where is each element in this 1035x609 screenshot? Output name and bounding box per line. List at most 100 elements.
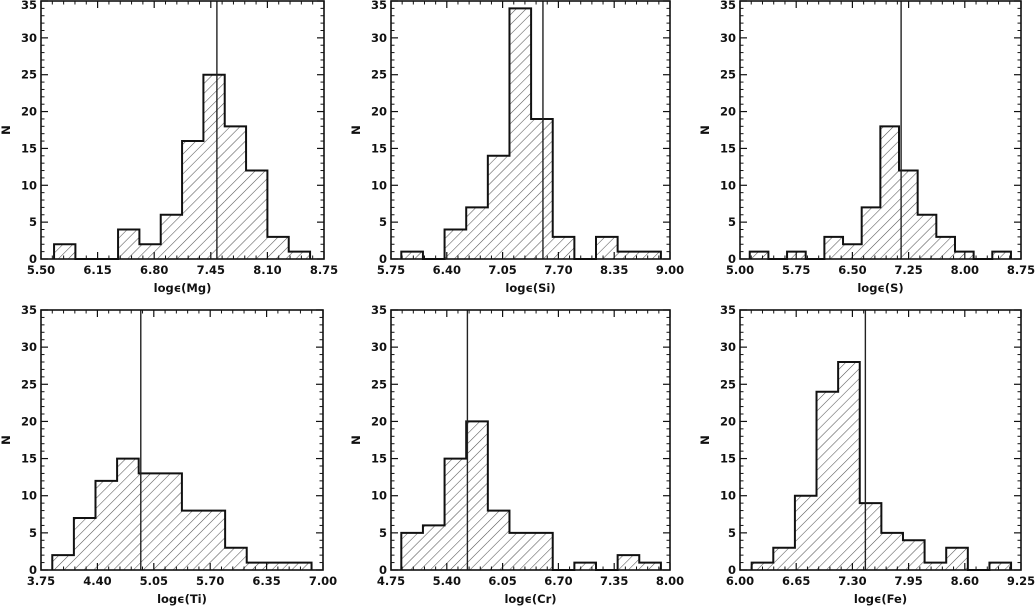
panel-mg: 5.50 6.15 6.80 7.45 8.10 8.75 0 5 10 15 20 25 30 35 lo…: [0, 0, 338, 295]
histogram-bar: [859, 503, 882, 570]
x-axis-label: logϵ(Mg): [154, 281, 212, 295]
histogram-bar: [203, 510, 226, 570]
x-tick-label: 3.75: [27, 574, 55, 588]
x-tick-label: 5.00: [726, 263, 754, 277]
y-tick-label: 5: [29, 526, 37, 540]
y-axis-label: N: [349, 435, 363, 445]
y-tick-label: 30: [371, 31, 387, 45]
histogram-bar: [843, 244, 862, 259]
histogram-bar: [225, 547, 247, 570]
histogram-bar: [487, 155, 510, 259]
x-tick-label: 7.70: [544, 263, 572, 277]
y-tick-label: 0: [379, 563, 387, 577]
histogram-bar: [52, 555, 74, 570]
histogram-bar: [838, 362, 860, 570]
x-tick-label: 5.70: [196, 574, 224, 588]
x-tick-label: 6.15: [83, 263, 111, 277]
y-tick-label: 0: [728, 563, 736, 577]
histogram-outline: [750, 361, 1013, 571]
plot-frame: [40, 309, 324, 571]
histogram-bar: [861, 207, 881, 259]
histogram-bar: [936, 236, 955, 259]
histogram-bar: [794, 495, 817, 570]
x-tick-label: 6.50: [838, 263, 866, 277]
histogram-bar: [946, 547, 968, 570]
y-tick-label: 0: [728, 252, 736, 266]
histogram-bar: [267, 236, 289, 259]
x-tick-label: 8.75: [310, 263, 338, 277]
y-tick-label: 5: [728, 526, 736, 540]
x-tick-label: 7.25: [894, 263, 922, 277]
y-tick-label: 5: [379, 526, 387, 540]
y-tick-label: 20: [371, 414, 387, 428]
histogram-bar: [422, 525, 445, 570]
histogram-bar: [160, 473, 182, 570]
histogram-outline: [51, 457, 313, 570]
x-axis-label: logϵ(Ti): [157, 592, 207, 606]
x-tick-label: 6.65: [782, 574, 810, 588]
x-tick-label: 7.05: [488, 263, 516, 277]
y-tick-label: 25: [21, 68, 37, 82]
y-tick-label: 25: [21, 377, 37, 391]
x-tick-label: 8.00: [656, 574, 684, 588]
y-tick-label: 5: [29, 215, 37, 229]
x-tick-label: 5.50: [27, 263, 55, 277]
y-axis-label: N: [0, 435, 13, 445]
y-tick-label: 20: [21, 105, 37, 119]
x-tick-label: 6.35: [252, 574, 280, 588]
x-tick-label: 6.00: [726, 574, 754, 588]
x-tick-label: 7.35: [600, 574, 628, 588]
x-tick-label: 4.40: [83, 574, 111, 588]
y-tick-label: 5: [728, 215, 736, 229]
histogram-bar: [639, 562, 661, 570]
y-tick-label: 0: [379, 252, 387, 266]
x-tick-label: 6.70: [544, 574, 572, 588]
histogram-bar: [824, 236, 844, 259]
histogram-bar: [749, 251, 769, 259]
y-tick-label: 30: [21, 31, 37, 45]
y-tick-label: 10: [21, 489, 37, 503]
panel-fe: 6.00 6.65 7.30 7.95 8.60 9.25 0 5 10 15 20 25 30 35 lo…: [698, 303, 1035, 606]
x-tick-label: 5.05: [140, 574, 168, 588]
x-tick-label: 7.30: [838, 574, 866, 588]
y-tick-label: 20: [720, 105, 736, 119]
y-tick-label: 30: [21, 340, 37, 354]
x-tick-label: 8.00: [951, 263, 979, 277]
x-tick-label: 5.40: [433, 574, 461, 588]
histogram-bar: [509, 8, 532, 259]
histogram-outline: [400, 420, 662, 571]
panel-ti: 3.75 4.40 5.05 5.70 6.35 7.00 0 5 10 15 20 25 30 35 lo…: [0, 303, 337, 606]
y-tick-label: 35: [21, 303, 37, 317]
y-tick-label: 35: [720, 0, 736, 12]
x-tick-label: 5.75: [782, 263, 810, 277]
histogram-bar: [917, 214, 937, 259]
x-tick-label: 8.75: [1007, 263, 1035, 277]
y-tick-label: 10: [21, 178, 37, 192]
plot-frame: [40, 0, 325, 260]
histogram-bar: [466, 421, 488, 570]
histogram-bar: [160, 214, 183, 259]
histogram-bar: [54, 244, 76, 259]
histogram-bar: [531, 118, 553, 259]
x-tick-label: 7.45: [197, 263, 225, 277]
histogram-bar: [880, 126, 900, 259]
histogram-bar: [902, 540, 925, 570]
histogram-bar: [289, 562, 312, 570]
histogram-bar: [246, 170, 268, 259]
histogram-bar: [617, 555, 640, 570]
y-tick-label: 35: [720, 303, 736, 317]
y-tick-label: 5: [379, 215, 387, 229]
y-tick-label: 15: [720, 452, 736, 466]
plot-frame: [739, 309, 1022, 571]
histogram-bar: [639, 251, 661, 259]
y-tick-label: 20: [371, 105, 387, 119]
x-tick-label: 9.00: [656, 263, 684, 277]
plot-frame: [390, 0, 671, 260]
histogram-bar: [881, 532, 903, 570]
plot-frame: [739, 0, 1022, 260]
y-tick-label: 15: [21, 452, 37, 466]
y-tick-label: 10: [720, 489, 736, 503]
y-tick-label: 20: [720, 414, 736, 428]
y-tick-label: 35: [21, 0, 37, 12]
